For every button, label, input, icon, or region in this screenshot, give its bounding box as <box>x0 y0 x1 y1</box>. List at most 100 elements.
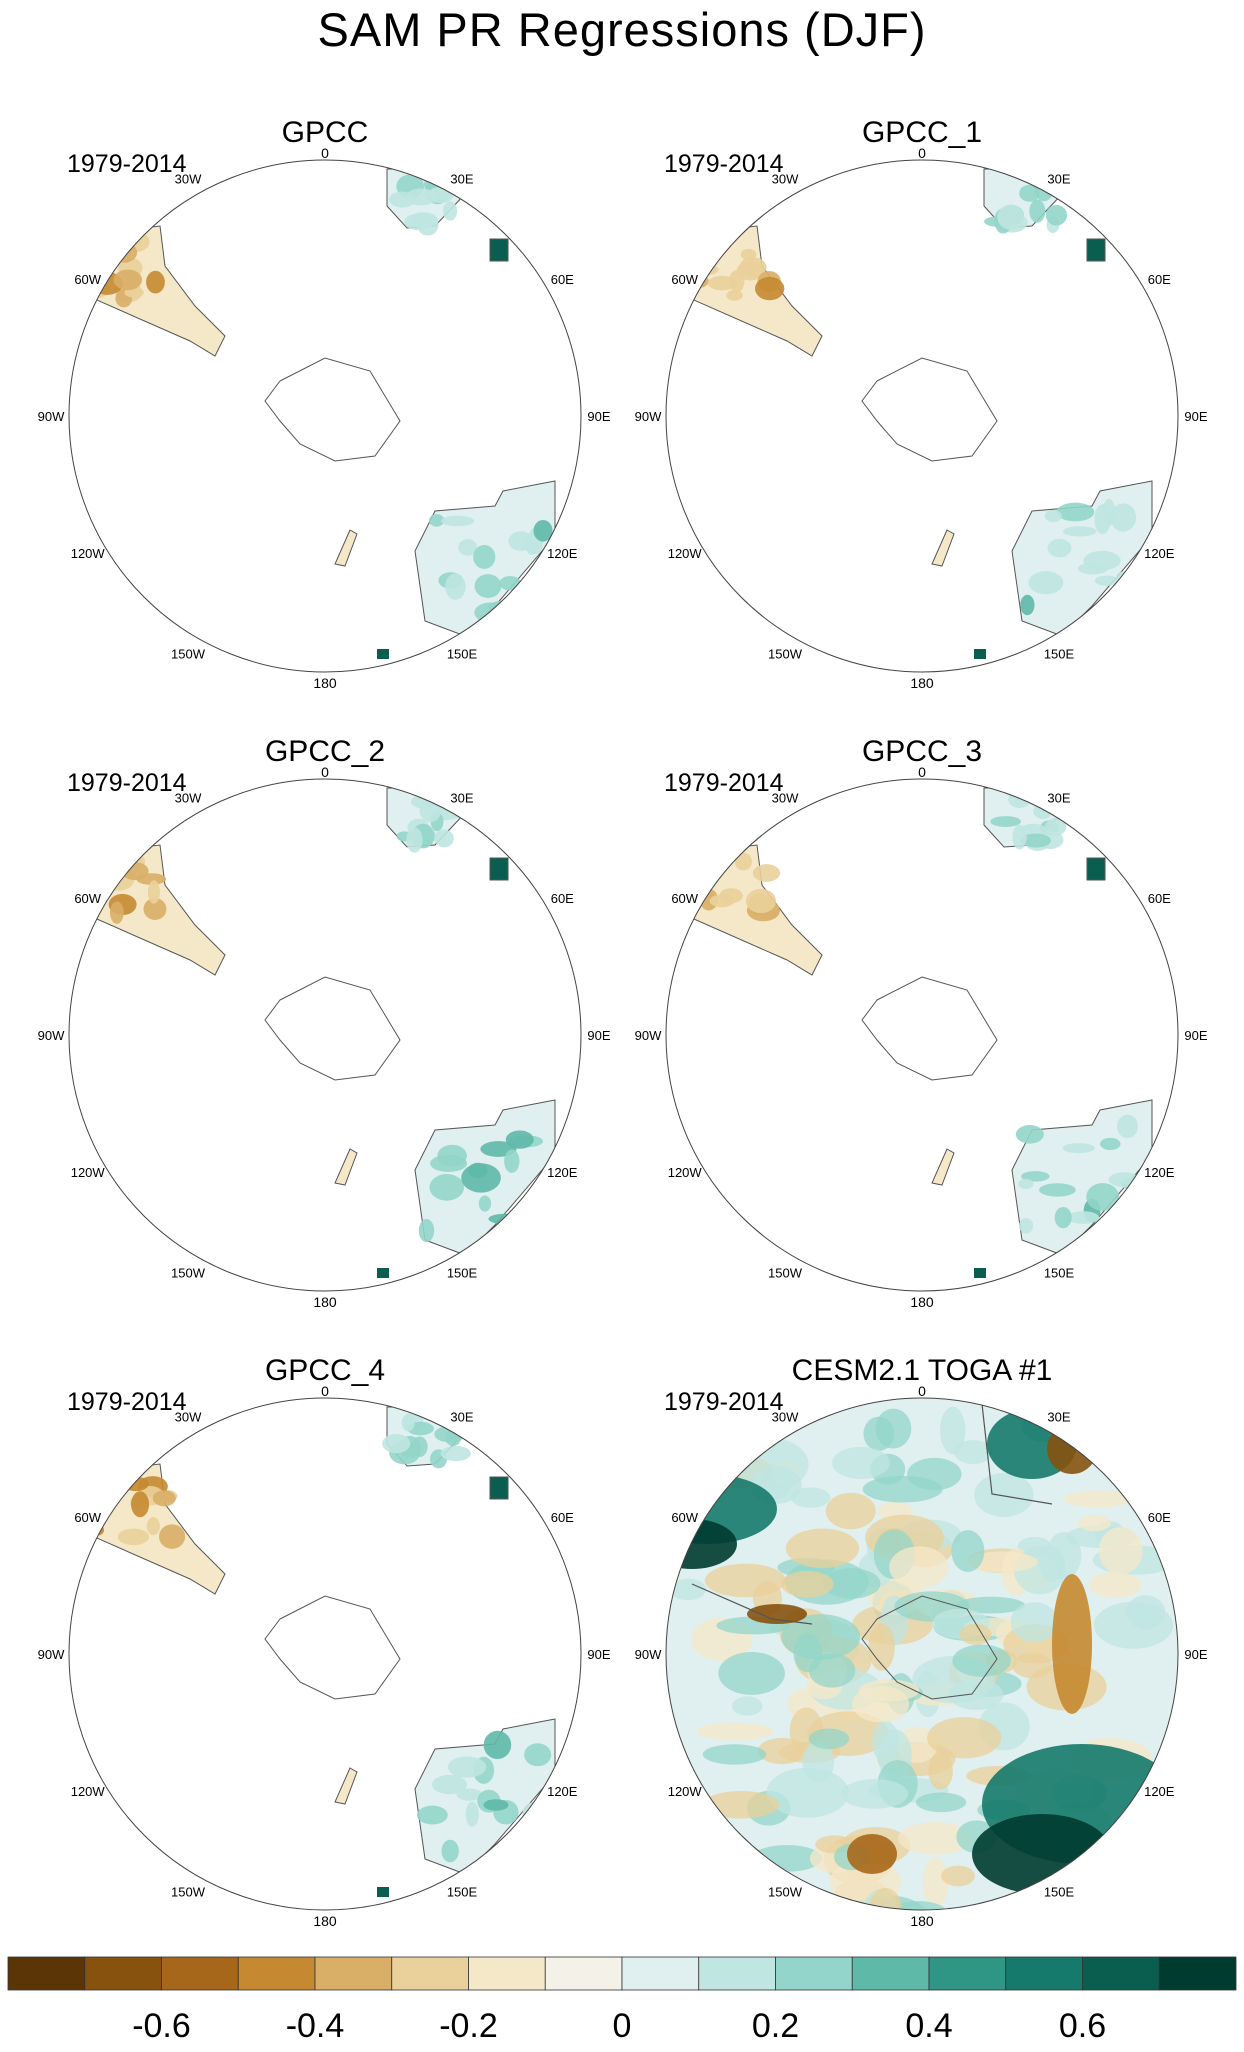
lon-label-north: 0 <box>918 145 926 161</box>
lon-label-south: 180 <box>910 1294 934 1310</box>
australia-region <box>377 480 556 659</box>
rainfall-anomaly <box>143 898 167 920</box>
rainfall-anomaly <box>1020 594 1035 616</box>
rainfall-anomaly <box>406 827 423 853</box>
anomaly-blob <box>953 1440 993 1465</box>
map-panel-3: GPCC_2 1979-2014 0 180 30W 30E 60W 60E 90W 90E 120… <box>38 735 611 1310</box>
rainfall-anomaly <box>679 859 711 874</box>
anomaly-blob <box>785 1528 860 1569</box>
lon-label: 90W <box>635 1647 662 1662</box>
lon-label: 120W <box>71 546 106 561</box>
lon-label: 150W <box>171 1265 206 1280</box>
rainfall-anomaly <box>990 816 1021 827</box>
rainfall-anomaly <box>488 1213 522 1225</box>
lon-label: 60W <box>671 1510 698 1525</box>
rainfall-anomaly <box>526 1216 562 1231</box>
lon-label: 150E <box>447 646 478 661</box>
lon-label: 90E <box>587 1647 610 1662</box>
rainfall-anomaly <box>534 1202 555 1216</box>
lon-label-north: 0 <box>918 764 926 780</box>
lon-label: 30W <box>772 172 799 187</box>
anomaly-blob <box>841 1779 909 1809</box>
rainfall-anomaly <box>1047 538 1072 558</box>
lon-label: 120E <box>547 1165 578 1180</box>
new-zealand-landmass <box>931 529 955 567</box>
lon-label: 30E <box>450 172 473 187</box>
rainfall-anomaly <box>80 1477 106 1495</box>
rainfall-anomaly <box>745 888 777 914</box>
antarctica-outline <box>861 976 998 1081</box>
rainfall-anomaly <box>1115 571 1136 585</box>
lon-label: 60E <box>551 1510 574 1525</box>
lon-label: 150W <box>768 1884 803 1899</box>
lon-label: 60W <box>74 272 101 287</box>
madagascar-landmass <box>489 1476 509 1500</box>
anomaly-blob <box>702 1790 780 1819</box>
rainfall-anomaly <box>666 289 692 312</box>
rainfall-anomaly <box>1086 1183 1120 1211</box>
anomaly-blob <box>1098 1527 1143 1575</box>
new-zealand-landmass <box>334 1767 358 1805</box>
antarctica-outline <box>264 1595 401 1700</box>
rainfall-anomaly <box>146 270 165 294</box>
map-field <box>666 160 1178 672</box>
map-panels: GPCC 1979-2014 0 180 30W 30E 60W 60E 90W 90E 120W 1… <box>38 116 1208 1929</box>
map-boundary <box>665 778 1179 1292</box>
panel-title: GPCC_2 <box>265 735 385 768</box>
rainfall-anomaly <box>1015 1125 1044 1144</box>
anomaly-blob <box>959 1623 992 1645</box>
rainfall-anomaly <box>755 276 785 301</box>
antarctica-outline <box>861 357 998 462</box>
lon-label: 150W <box>768 646 803 661</box>
lon-label: 120E <box>547 1784 578 1799</box>
rainfall-anomaly <box>1054 1206 1072 1229</box>
lon-label: 90W <box>635 409 662 424</box>
colorbar-swatch <box>468 1956 546 1991</box>
strong-negative-feature <box>1052 1574 1092 1714</box>
anomaly-blob <box>869 1887 902 1910</box>
rainfall-anomaly <box>1019 1218 1034 1234</box>
madagascar-landmass <box>1086 238 1106 262</box>
rainfall-anomaly <box>458 539 478 556</box>
rainfall-anomaly <box>474 574 502 598</box>
lon-label: 30W <box>175 791 202 806</box>
map-field <box>666 779 1178 1291</box>
strong-positive-feature <box>972 1814 1112 1894</box>
lon-label-south: 180 <box>910 675 934 691</box>
rainfall-anomaly <box>666 860 696 876</box>
lon-label: 90W <box>38 409 65 424</box>
lon-label: 60E <box>1148 1510 1171 1525</box>
lon-label: 120W <box>71 1784 106 1799</box>
anomaly-blob <box>974 1473 1034 1517</box>
rainfall-anomaly <box>505 1130 534 1149</box>
rainfall-anomaly <box>431 1774 468 1795</box>
lon-label-south: 180 <box>313 675 337 691</box>
colorbar-swatch <box>621 1956 700 1991</box>
rainfall-anomaly <box>729 269 745 293</box>
rainfall-anomaly <box>473 544 496 569</box>
anomaly-blob <box>875 1408 912 1449</box>
rainfall-anomaly <box>1056 502 1095 522</box>
tasmania-landmass <box>377 649 389 659</box>
madagascar-landmass <box>1086 857 1106 881</box>
rainfall-anomaly <box>418 1218 435 1243</box>
colorbar-swatch <box>544 1956 623 1991</box>
antarctica-outline <box>264 976 401 1081</box>
anomaly-blob <box>951 1530 985 1572</box>
colorbar-swatch <box>314 1956 393 1991</box>
rainfall-anomaly <box>434 829 454 848</box>
anomaly-blob <box>808 1728 850 1749</box>
lon-label: 150W <box>768 1265 803 1280</box>
rainfall-anomaly <box>131 1491 150 1518</box>
rainfall-anomaly <box>1008 790 1031 808</box>
rainfall-anomaly <box>91 1524 105 1536</box>
anomaly-blob <box>927 1717 1002 1759</box>
anomaly-blob <box>757 1737 807 1765</box>
lon-label: 60E <box>1148 891 1171 906</box>
anomaly-blob <box>718 1651 785 1695</box>
map-boundary <box>68 778 582 1292</box>
lon-label: 60W <box>74 891 101 906</box>
rainfall-anomaly <box>483 1799 509 1811</box>
lon-label: 30W <box>772 1410 799 1425</box>
new-zealand-landmass <box>334 1148 358 1186</box>
